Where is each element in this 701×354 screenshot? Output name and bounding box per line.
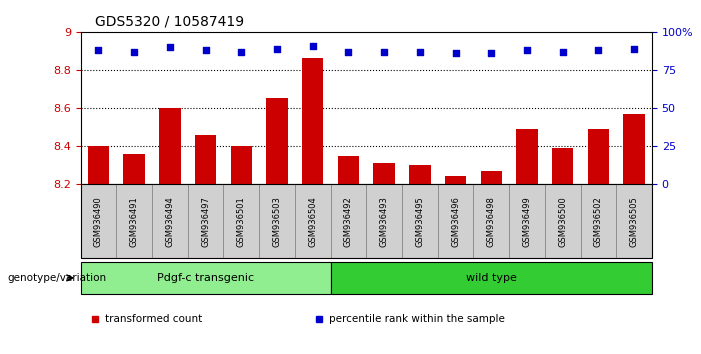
Point [307, 43, 318, 48]
Text: GSM936493: GSM936493 [380, 196, 388, 247]
Text: GSM936496: GSM936496 [451, 196, 460, 247]
Bar [266, 98, 287, 184]
Point [343, 49, 354, 55]
Text: percentile rank within the sample: percentile rank within the sample [329, 314, 505, 324]
Text: GSM936503: GSM936503 [273, 196, 282, 247]
Text: genotype/variation: genotype/variation [7, 273, 106, 283]
Text: GSM936498: GSM936498 [486, 196, 496, 247]
Bar [159, 108, 181, 184]
Bar [587, 129, 609, 184]
Bar [195, 135, 217, 184]
Bar [409, 165, 430, 184]
Bar [445, 176, 466, 184]
Bar [552, 148, 573, 184]
Point [93, 47, 104, 53]
Text: GSM936504: GSM936504 [308, 196, 318, 247]
Point [593, 47, 604, 53]
Point [128, 49, 139, 55]
Point [486, 50, 497, 56]
Text: GSM936501: GSM936501 [237, 196, 246, 247]
Text: transformed count: transformed count [105, 314, 203, 324]
Point [236, 49, 247, 55]
Text: GDS5320 / 10587419: GDS5320 / 10587419 [95, 14, 244, 28]
Bar [516, 129, 538, 184]
Point [450, 50, 461, 56]
Text: GSM936495: GSM936495 [415, 196, 424, 247]
Bar [123, 154, 145, 184]
Bar [623, 114, 645, 184]
Text: GSM936502: GSM936502 [594, 196, 603, 247]
Text: GSM936499: GSM936499 [522, 196, 531, 247]
Text: GSM936490: GSM936490 [94, 196, 103, 247]
Point [164, 44, 175, 50]
Point [629, 46, 640, 51]
Text: GSM936500: GSM936500 [558, 196, 567, 247]
Text: GSM936492: GSM936492 [344, 196, 353, 247]
Point [557, 49, 569, 55]
Bar [481, 171, 502, 184]
Bar [302, 58, 323, 184]
Bar [374, 163, 395, 184]
Text: GSM936491: GSM936491 [130, 196, 139, 247]
Point [379, 49, 390, 55]
Bar [338, 155, 359, 184]
Point [200, 47, 211, 53]
Point [271, 46, 283, 51]
Text: GSM936505: GSM936505 [629, 196, 639, 247]
Text: GSM936497: GSM936497 [201, 196, 210, 247]
Text: Pdgf-c transgenic: Pdgf-c transgenic [157, 273, 254, 283]
Bar [231, 146, 252, 184]
Text: GSM936494: GSM936494 [165, 196, 175, 247]
Bar [88, 146, 109, 184]
Point [522, 47, 533, 53]
Text: wild type: wild type [465, 273, 517, 283]
Point [414, 49, 426, 55]
